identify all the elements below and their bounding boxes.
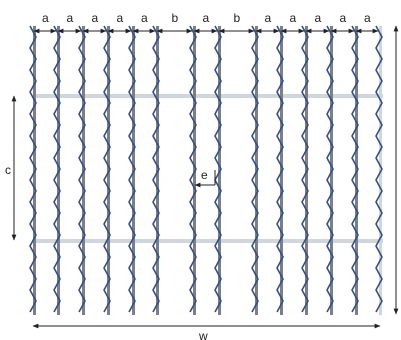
label-a: a: [340, 11, 347, 25]
zigzag-fiber: [251, 25, 259, 313]
label-a: a: [315, 11, 322, 25]
label-a: a: [92, 11, 99, 25]
zigzag-fiber: [301, 25, 309, 313]
zigzag-fiber: [276, 25, 284, 313]
label-e: e: [201, 168, 208, 182]
dimension-c: c: [5, 95, 17, 241]
zigzag-fiber: [78, 25, 86, 313]
horizontal-bands: [33, 94, 383, 243]
label-b: b: [172, 11, 179, 25]
label-a: a: [42, 11, 49, 25]
label-a: a: [290, 11, 297, 25]
zigzag-fiber: [214, 25, 222, 313]
zigzag-fiber: [189, 25, 197, 313]
dimension-e: e: [194, 168, 216, 188]
zigzag-fiber: [326, 25, 334, 313]
zigzag-fiber: [53, 25, 61, 313]
band-top: [33, 94, 383, 98]
label-b: b: [234, 11, 241, 25]
zigzag-fibers: [29, 25, 383, 313]
label-a: a: [67, 11, 74, 25]
label-a: a: [203, 11, 210, 25]
zigzag-fiber: [375, 25, 383, 313]
label-a: a: [364, 11, 371, 25]
label-a: a: [117, 11, 124, 25]
zigzag-fiber: [29, 25, 37, 313]
zigzag-fiber: [351, 25, 359, 313]
label-w: w: [198, 329, 208, 340]
label-a: a: [141, 11, 148, 25]
label-c: c: [5, 163, 11, 177]
band-bottom: [33, 239, 383, 243]
zigzag-fiber: [152, 25, 160, 313]
label-a: a: [265, 11, 272, 25]
zigzag-fiber: [128, 25, 136, 313]
zigzag-fiber: [103, 25, 111, 313]
dimension-w: w: [32, 323, 381, 340]
